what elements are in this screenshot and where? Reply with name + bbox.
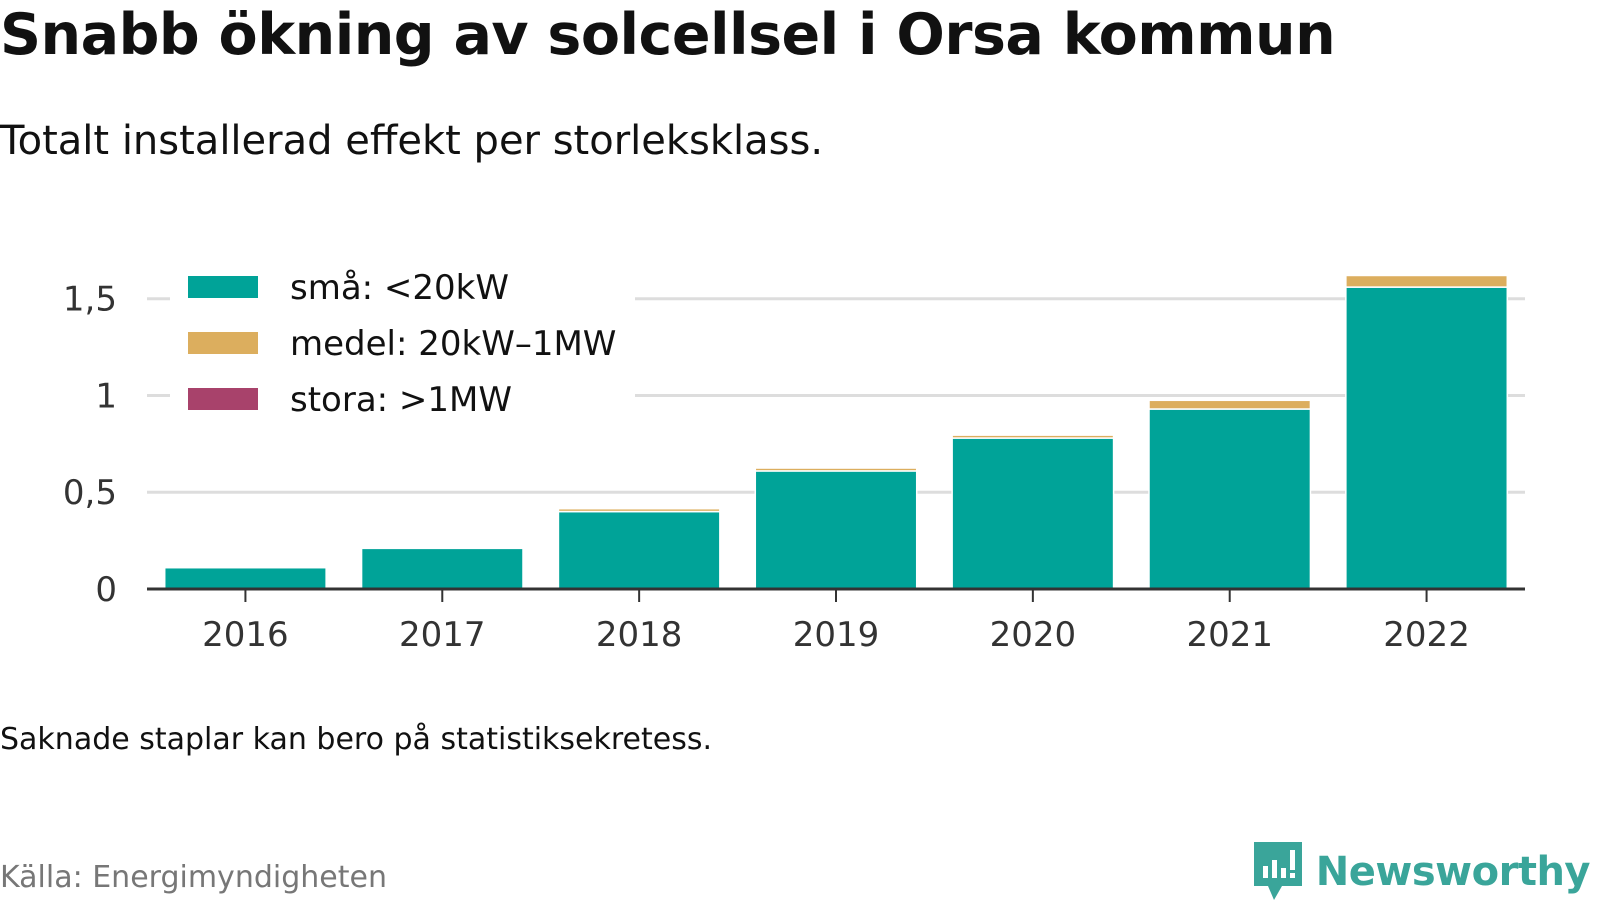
legend-swatch [188, 332, 258, 354]
bar-segment [1148, 408, 1312, 590]
x-tick-label: 2017 [399, 615, 486, 655]
legend-label: små: <20kW [290, 268, 509, 308]
bar-segment [557, 510, 721, 590]
bar-segment [951, 434, 1115, 439]
chart-title: Snabb ökning av solcellsel i Orsa kommun [0, 2, 1336, 68]
x-tick-label: 2016 [202, 615, 289, 655]
x-tick-label: 2019 [793, 615, 880, 655]
legend-label: medel: 20kW–1MW [290, 324, 616, 364]
bar-segment [1345, 286, 1509, 590]
bar-segment [951, 437, 1115, 590]
y-tick-label: 1,5 [63, 280, 117, 320]
x-tick-label: 2018 [596, 615, 683, 655]
bar-segment [163, 566, 327, 590]
bar-segment [1345, 274, 1509, 288]
y-tick-label: 0,5 [63, 473, 117, 513]
bars [163, 274, 1509, 590]
axes: 0 0,5 1 1,5 2016 2017 2018 2019 2020 2021 2022 [63, 280, 1525, 655]
brand-logo: Newsworthy [1253, 842, 1591, 902]
bar-segment [754, 470, 918, 590]
legend-swatch [188, 388, 258, 410]
bar-segment [754, 467, 918, 472]
x-tick-label: 2021 [1186, 615, 1273, 655]
source-text: Källa: Energimyndigheten [0, 860, 387, 895]
footnote: Saknade staplar kan bero på statistiksek… [0, 722, 713, 757]
y-tick-label: 1 [95, 376, 117, 416]
legend-label: stora: >1MW [290, 380, 512, 420]
chart-subtitle: Totalt installerad effekt per storlekskl… [0, 118, 824, 164]
legend-swatch [188, 276, 258, 298]
brand-name: Newsworthy [1315, 849, 1591, 895]
x-tick-label: 2022 [1383, 615, 1470, 655]
bar-segment [360, 547, 524, 590]
stacked-bar-chart: 0 0,5 1 1,5 2016 2017 2018 2019 2020 2021 2022 små… [62, 258, 1525, 655]
newsworthy-logo-icon [1253, 842, 1302, 900]
bar-segment [1148, 399, 1312, 410]
legend: små: <20kW medel: 20kW–1MW stora: >1MW [170, 258, 635, 428]
x-tick-label: 2020 [990, 615, 1077, 655]
bar-segment [557, 507, 721, 513]
y-tick-label: 0 [95, 570, 117, 610]
